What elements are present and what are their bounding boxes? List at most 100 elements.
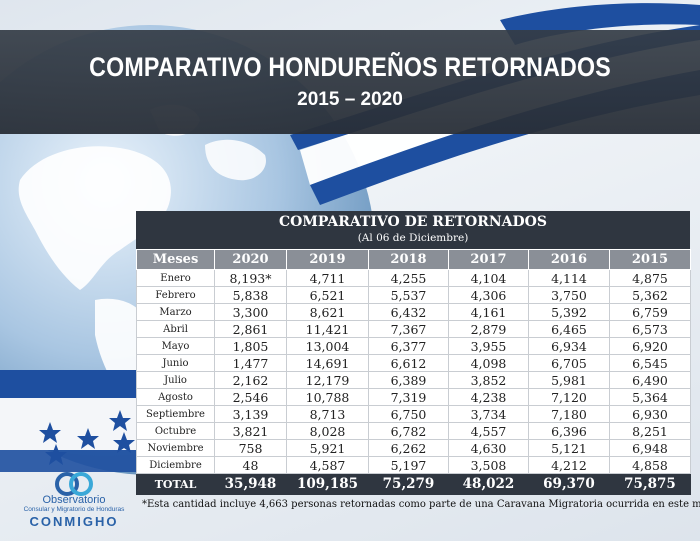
table-subtitle: (Al 06 de Diciembre)	[357, 232, 469, 244]
value-cell: 4,306	[448, 286, 529, 304]
value-cell: 6,948	[609, 439, 691, 457]
month-cell: Febrero	[136, 286, 215, 304]
value-cell: 4,238	[448, 388, 529, 406]
table-row: Enero 8,193* 4,711 4,255 4,104 4,114 4,875	[136, 269, 691, 287]
value-cell: 48	[214, 456, 287, 474]
value-cell: 5,838	[214, 286, 287, 304]
table-row: Noviembre 758 5,921 6,262 4,630 5,121 6,948	[136, 439, 691, 457]
value-cell: 11,421	[286, 320, 369, 338]
value-cell: 6,612	[368, 354, 449, 372]
value-cell: 4,255	[368, 269, 449, 287]
table-title: COMPARATIVO DE RETORNADOS	[279, 214, 547, 230]
continent-north-america	[18, 146, 171, 290]
comparison-table-panel: COMPARATIVO DE RETORNADOS (Al 06 de Dici…	[136, 211, 691, 495]
table-row: Octubre 3,821 8,028 6,782 4,557 6,396 8,251	[136, 422, 691, 440]
column-header-row: Meses 2020 2019 2018 2017 2016 2015	[136, 249, 691, 270]
flag-stars	[39, 410, 135, 465]
month-cell: Junio	[136, 354, 215, 372]
value-cell: 2,861	[214, 320, 287, 338]
value-cell: 6,465	[528, 320, 610, 338]
value-cell: 6,262	[368, 439, 449, 457]
value-cell: 2,162	[214, 371, 287, 389]
value-cell: 3,734	[448, 405, 529, 423]
value-cell: 5,392	[528, 303, 610, 321]
footnote: *Esta cantidad incluye 4,663 personas re…	[142, 499, 700, 510]
value-cell: 2,879	[448, 320, 529, 338]
value-cell: 3,139	[214, 405, 287, 423]
month-cell: Agosto	[136, 388, 215, 406]
total-value: 69,370	[528, 473, 610, 495]
value-cell: 3,300	[214, 303, 287, 321]
value-cell: 6,573	[609, 320, 691, 338]
total-value: 75,875	[609, 473, 691, 495]
value-cell: 6,930	[609, 405, 691, 423]
month-cell: Abril	[136, 320, 215, 338]
table-row: Septiembre 3,139 8,713 6,750 3,734 7,180 6,930	[136, 405, 691, 423]
month-cell: Noviembre	[136, 439, 215, 457]
logo-line-1: Observatorio	[42, 494, 106, 506]
value-cell: 758	[214, 439, 287, 457]
value-cell: 3,852	[448, 371, 529, 389]
table-row: Marzo 3,300 8,621 6,432 4,161 5,392 6,759	[136, 303, 691, 321]
value-cell: 4,587	[286, 456, 369, 474]
data-table: Meses 2020 2019 2018 2017 2016 2015 Ener…	[136, 249, 691, 495]
star	[113, 432, 135, 453]
value-cell: 7,180	[528, 405, 610, 423]
logo-line-3: CONMIGHO	[29, 514, 119, 529]
table-row: Agosto 2,546 10,788 7,319 4,238 7,120 5,364	[136, 388, 691, 406]
month-cell: Enero	[136, 269, 215, 287]
star	[109, 410, 131, 431]
value-cell: 4,711	[286, 269, 369, 287]
value-cell: 4,114	[528, 269, 610, 287]
value-cell: 3,508	[448, 456, 529, 474]
value-cell: 3,750	[528, 286, 610, 304]
value-cell: 7,319	[368, 388, 449, 406]
value-cell: 4,875	[609, 269, 691, 287]
value-cell: 6,396	[528, 422, 610, 440]
column-header: Meses	[136, 249, 215, 270]
value-cell: 5,197	[368, 456, 449, 474]
value-cell: 5,981	[528, 371, 610, 389]
value-cell: 6,432	[368, 303, 449, 321]
table-body: Enero 8,193* 4,711 4,255 4,104 4,114 4,875 Febr…	[136, 269, 691, 495]
value-cell: 5,921	[286, 439, 369, 457]
value-cell: 6,782	[368, 422, 449, 440]
value-cell: 8,713	[286, 405, 369, 423]
total-value: 109,185	[286, 473, 369, 495]
value-cell: 1,805	[214, 337, 287, 355]
value-cell: 12,179	[286, 371, 369, 389]
value-cell: 7,120	[528, 388, 610, 406]
table-header-block: COMPARATIVO DE RETORNADOS (Al 06 de Dici…	[136, 211, 690, 249]
flag-bottom-white	[0, 398, 140, 450]
flag-bottom-blue-2	[0, 450, 140, 472]
flag-bottom-blue-1	[0, 370, 140, 398]
month-cell: Marzo	[136, 303, 215, 321]
value-cell: 8,028	[286, 422, 369, 440]
value-cell: 2,546	[214, 388, 287, 406]
total-value: 48,022	[448, 473, 529, 495]
value-cell: 4,212	[528, 456, 610, 474]
total-value: 35,948	[214, 473, 287, 495]
table-row: Abril 2,861 11,421 7,367 2,879 6,465 6,573	[136, 320, 691, 338]
value-cell: 14,691	[286, 354, 369, 372]
value-cell: 6,377	[368, 337, 449, 355]
value-cell: 8,251	[609, 422, 691, 440]
logo-line-2: Consular y Migratorio de Honduras	[23, 506, 125, 513]
value-cell: 6,934	[528, 337, 610, 355]
conmigho-logo: Observatorio Consular y Migratorio de Ho…	[14, 472, 134, 536]
value-cell: 3,955	[448, 337, 529, 355]
star	[39, 422, 61, 443]
continent-europe	[205, 139, 266, 181]
title-banner	[0, 30, 700, 134]
value-cell: 4,161	[448, 303, 529, 321]
total-value: 75,279	[368, 473, 449, 495]
value-cell: 5,121	[528, 439, 610, 457]
table-row: Diciembre 48 4,587 5,197 3,508 4,212 4,858	[136, 456, 691, 474]
value-cell: 6,920	[609, 337, 691, 355]
value-cell: 13,004	[286, 337, 369, 355]
value-cell: 8,193*	[214, 269, 287, 287]
total-label: TOTAL	[136, 473, 215, 495]
month-cell: Septiembre	[136, 405, 215, 423]
value-cell: 6,521	[286, 286, 369, 304]
month-cell: Mayo	[136, 337, 215, 355]
